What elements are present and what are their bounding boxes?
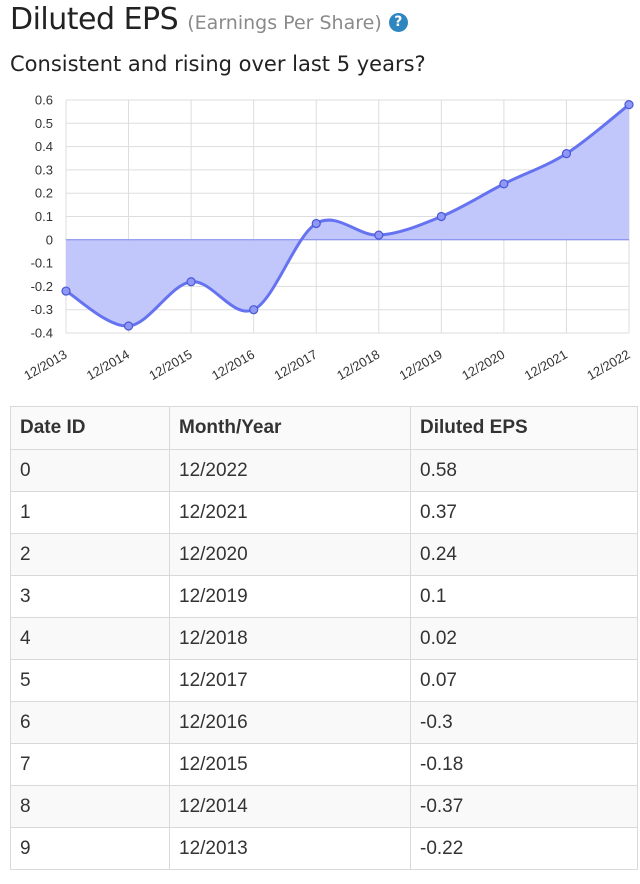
data-point [61,286,71,296]
cell-month-year: 12/2016 [169,701,411,744]
table-row: 2 12/2020 0.24 [10,533,638,576]
eps-line [65,103,630,328]
column-header-month-year: Month/Year [169,406,411,450]
cell-month-year: 12/2019 [169,575,411,618]
cell-diluted-eps: -0.22 [410,827,638,870]
y-tick-label: 0.2 [35,186,53,201]
cell-month-year: 12/2022 [169,449,411,492]
data-point [311,218,321,229]
y-tick-label: 0.3 [35,162,53,177]
cell-date-id: 9 [10,827,170,870]
x-tick-label: 12/2020 [459,347,507,383]
table-row: 8 12/2014 -0.37 [10,785,638,828]
cell-diluted-eps: 0.24 [410,533,638,576]
help-icon[interactable]: ? [388,13,408,32]
x-tick-label: 12/2019 [397,347,445,383]
x-tick-label: 12/2017 [272,347,320,383]
table-row: 7 12/2015 -0.18 [10,743,638,786]
x-tick-label: 12/2015 [146,347,194,383]
eps-area-chart: 0.6 0.5 0.4 0.3 0.2 0.1 0 -0.1 -0.2 -0.3 -0.4 12/20… [21,93,634,383]
x-tick-label: 12/2021 [522,347,570,383]
data-point [186,277,196,287]
cell-month-year: 12/2020 [169,533,411,576]
cell-diluted-eps: 0.37 [410,491,638,534]
cell-month-year: 12/2013 [169,827,411,870]
y-tick-label: -0.1 [31,256,53,271]
eps-area-fill [66,104,629,327]
data-point [123,321,134,331]
cell-month-year: 12/2014 [169,785,411,828]
data-point [624,100,634,110]
cell-date-id: 4 [10,617,170,660]
y-tick-label: 0.6 [35,93,53,108]
table-row: 1 12/2021 0.37 [10,491,638,534]
table-row: 5 12/2017 0.07 [10,659,638,702]
table-row: 6 12/2016 -0.3 [10,701,638,744]
cell-month-year: 12/2017 [169,659,411,702]
cell-date-id: 8 [10,785,170,828]
table-row: 0 12/2022 0.58 [10,449,638,492]
cell-date-id: 5 [10,659,170,702]
x-tick-label: 12/2013 [21,347,69,383]
y-tick-label: 0.4 [35,139,53,154]
cell-diluted-eps: -0.37 [410,785,638,828]
y-tick-label: 0 [46,232,53,247]
cell-month-year: 12/2015 [169,743,411,786]
chart-header: Diluted EPS (Earnings Per Share) ? [10,2,408,37]
cell-date-id: 0 [10,449,170,492]
page-subtitle: (Earnings Per Share) [187,12,382,34]
table-row: 9 12/2013 -0.22 [10,827,638,870]
cell-diluted-eps: -0.18 [410,743,638,786]
data-point [499,179,509,189]
x-tick-label: 12/2016 [209,347,257,383]
cell-month-year: 12/2018 [169,617,411,660]
table-row: 3 12/2019 0.1 [10,575,638,618]
data-point [436,211,446,222]
cell-date-id: 6 [10,701,170,744]
x-tick-label: 12/2022 [584,347,632,383]
cell-month-year: 12/2021 [169,491,411,534]
table-header-row: Date ID Month/Year Diluted EPS [10,406,638,450]
cell-date-id: 7 [10,743,170,786]
y-tick-label: -0.2 [31,279,53,294]
cell-date-id: 3 [10,575,170,618]
y-tick-label: -0.3 [31,302,53,317]
cell-diluted-eps: 0.1 [410,575,638,618]
chart-question: Consistent and rising over last 5 years? [10,52,426,76]
cell-diluted-eps: 0.07 [410,659,638,702]
x-tick-label: 12/2014 [84,347,132,383]
y-tick-label: 0.1 [35,209,53,224]
table-row: 4 12/2018 0.02 [10,617,638,660]
page-title: Diluted EPS [10,2,179,37]
cell-date-id: 1 [10,491,170,534]
data-point [374,230,384,240]
data-point [561,148,572,159]
column-header-diluted-eps: Diluted EPS [410,406,638,450]
eps-table: Date ID Month/Year Diluted EPS 0 12/2022 0… [10,406,638,870]
column-header-date-id: Date ID [10,406,170,450]
y-tick-label: 0.5 [35,116,53,131]
cell-date-id: 2 [10,533,170,576]
cell-diluted-eps: 0.02 [410,617,638,660]
cell-diluted-eps: 0.58 [410,449,638,492]
y-tick-label: -0.4 [31,326,53,341]
x-tick-label: 12/2018 [334,347,382,383]
cell-diluted-eps: -0.3 [410,701,638,744]
data-point [249,305,259,315]
